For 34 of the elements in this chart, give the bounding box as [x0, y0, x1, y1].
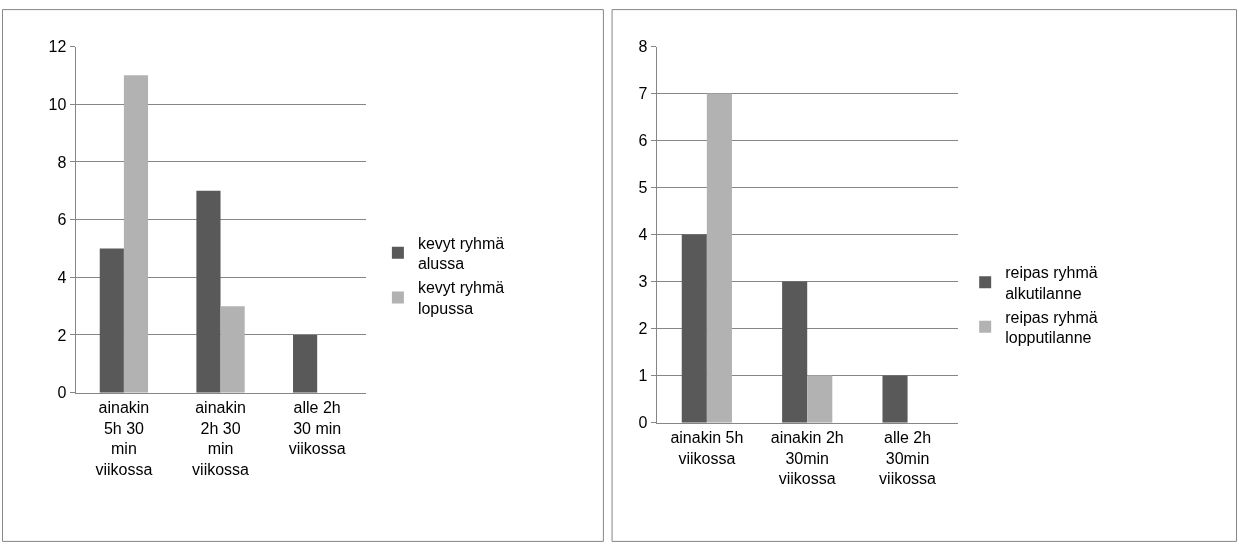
y-tick-label: 6 — [638, 132, 648, 150]
bar — [196, 190, 221, 393]
y-tick-label: 7 — [638, 85, 648, 103]
y-tick-label: 1 — [638, 367, 648, 385]
y-tick-label: 8 — [638, 38, 648, 56]
x-tick-label: alle 2h 30 min viikossa — [288, 398, 346, 458]
bar — [220, 306, 245, 393]
bar — [807, 375, 833, 423]
bar — [681, 234, 707, 423]
bar — [706, 93, 732, 423]
y-tick-label: 4 — [638, 226, 648, 244]
y-tick-label: 6 — [57, 211, 67, 229]
y-tick-label: 3 — [638, 273, 648, 291]
x-tick-label: ainakin 2h 30 min viikossa — [192, 398, 250, 479]
bar — [293, 334, 318, 393]
bar — [99, 248, 124, 393]
y-tick-label: 0 — [57, 384, 67, 402]
y-tick-label: 10 — [48, 95, 67, 113]
legend-label: kevyt ryhmä lopussa — [417, 279, 505, 318]
bar — [123, 75, 149, 393]
y-tick-label: 5 — [638, 179, 648, 197]
y-tick-label: 2 — [638, 320, 648, 338]
x-tick-label: ainakin 5h viikossa — [670, 428, 744, 467]
y-tick-label: 2 — [57, 326, 67, 344]
y-tick-label: 12 — [48, 38, 67, 56]
y-tick-label: 0 — [638, 414, 648, 432]
x-tick-label: ainakin 2h 30min viikossa — [770, 428, 844, 488]
bar — [782, 281, 808, 423]
y-tick-label: 4 — [57, 268, 67, 286]
legend-label: reipas ryhmä lopputilanne — [1005, 308, 1098, 347]
y-tick-label: 8 — [57, 153, 67, 171]
bar — [882, 375, 908, 423]
x-tick-label: alle 2h 30min viikossa — [879, 428, 937, 488]
x-tick-label: ainakin 5h 30 min viikossa — [95, 398, 153, 479]
